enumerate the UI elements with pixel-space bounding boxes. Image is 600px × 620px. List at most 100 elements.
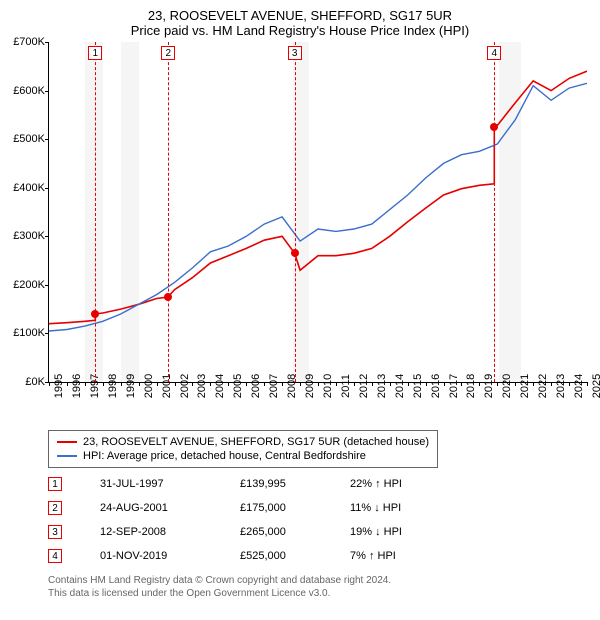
x-axis-tick [157, 382, 158, 386]
transaction-date: 01-NOV-2019 [100, 550, 240, 562]
event-dashed-line [494, 42, 495, 382]
x-axis-tick [139, 382, 140, 386]
x-axis-label: 2004 [214, 374, 226, 398]
event-marker-box: 1 [88, 46, 102, 60]
y-axis-label: £500K [1, 133, 45, 145]
x-axis-label: 2016 [430, 374, 442, 398]
series-line [49, 83, 587, 331]
legend-label: HPI: Average price, detached house, Cent… [83, 450, 366, 462]
chart-subtitle: Price paid vs. HM Land Registry's House … [0, 23, 600, 42]
event-point [490, 123, 498, 131]
legend-swatch [57, 455, 77, 457]
x-axis-label: 2000 [143, 374, 155, 398]
x-axis-tick [175, 382, 176, 386]
y-axis-tick [45, 188, 49, 189]
x-axis-tick [497, 382, 498, 386]
x-axis-label: 2008 [286, 374, 298, 398]
x-axis-label: 2021 [519, 374, 531, 398]
x-axis-label: 2005 [232, 374, 244, 398]
transaction-row: 312-SEP-2008£265,00019% ↓ HPI [48, 520, 600, 544]
event-marker-box: 2 [161, 46, 175, 60]
x-axis-label: 2009 [304, 374, 316, 398]
x-axis-label: 2017 [448, 374, 460, 398]
x-axis-tick [318, 382, 319, 386]
transactions-table: 131-JUL-1997£139,99522% ↑ HPI224-AUG-200… [48, 472, 600, 568]
event-dashed-line [168, 42, 169, 382]
plot-area: £0K£100K£200K£300K£400K£500K£600K£700K19… [48, 42, 587, 383]
x-axis-tick [390, 382, 391, 386]
x-axis-label: 2018 [465, 374, 477, 398]
x-axis-label: 2020 [501, 374, 513, 398]
x-axis-label: 2006 [250, 374, 262, 398]
transaction-price: £139,995 [240, 478, 350, 490]
transaction-date: 12-SEP-2008 [100, 526, 240, 538]
transaction-delta: 7% ↑ HPI [350, 550, 396, 562]
x-axis-tick [569, 382, 570, 386]
x-axis-label: 2015 [412, 374, 424, 398]
x-axis-label: 1998 [107, 374, 119, 398]
x-axis-tick [300, 382, 301, 386]
transaction-number-box: 1 [48, 477, 62, 491]
footer-line-2: This data is licensed under the Open Gov… [48, 587, 600, 600]
x-axis-tick [49, 382, 50, 386]
chart-area: £0K£100K£200K£300K£400K£500K£600K£700K19… [48, 42, 586, 422]
series-line [49, 71, 587, 324]
x-axis-label: 2025 [591, 374, 600, 398]
footer-attribution: Contains HM Land Registry data © Crown c… [48, 574, 600, 600]
transaction-price: £265,000 [240, 526, 350, 538]
legend-box: 23, ROOSEVELT AVENUE, SHEFFORD, SG17 5UR… [48, 430, 438, 468]
legend-item: 23, ROOSEVELT AVENUE, SHEFFORD, SG17 5UR… [57, 435, 429, 449]
x-axis-tick [587, 382, 588, 386]
legend-swatch [57, 441, 77, 443]
y-axis-label: £700K [1, 36, 45, 48]
legend-item: HPI: Average price, detached house, Cent… [57, 449, 429, 463]
x-axis-label: 1995 [53, 374, 65, 398]
y-axis-tick [45, 285, 49, 286]
x-axis-tick [336, 382, 337, 386]
y-axis-tick [45, 42, 49, 43]
event-marker-box: 4 [487, 46, 501, 60]
y-axis-label: £300K [1, 230, 45, 242]
x-axis-tick [264, 382, 265, 386]
x-axis-label: 2022 [537, 374, 549, 398]
x-axis-label: 2001 [161, 374, 173, 398]
x-axis-tick [246, 382, 247, 386]
y-axis-label: £200K [1, 279, 45, 291]
transaction-date: 24-AUG-2001 [100, 502, 240, 514]
transaction-delta: 19% ↓ HPI [350, 526, 402, 538]
event-dashed-line [295, 42, 296, 382]
x-axis-label: 2013 [376, 374, 388, 398]
x-axis-label: 2012 [358, 374, 370, 398]
x-axis-tick [121, 382, 122, 386]
x-axis-label: 2003 [196, 374, 208, 398]
x-axis-tick [426, 382, 427, 386]
x-axis-tick [372, 382, 373, 386]
transaction-price: £175,000 [240, 502, 350, 514]
x-axis-tick [515, 382, 516, 386]
y-axis-label: £0K [1, 376, 45, 388]
x-axis-label: 1996 [71, 374, 83, 398]
transaction-number-box: 2 [48, 501, 62, 515]
x-axis-tick [67, 382, 68, 386]
x-axis-tick [551, 382, 552, 386]
event-point [91, 310, 99, 318]
x-axis-tick [103, 382, 104, 386]
x-axis-label: 2002 [179, 374, 191, 398]
footer-line-1: Contains HM Land Registry data © Crown c… [48, 574, 600, 587]
x-axis-label: 2024 [573, 374, 585, 398]
event-point [291, 249, 299, 257]
x-axis-tick [533, 382, 534, 386]
y-axis-label: £100K [1, 327, 45, 339]
transaction-date: 31-JUL-1997 [100, 478, 240, 490]
transaction-row: 401-NOV-2019£525,0007% ↑ HPI [48, 544, 600, 568]
x-axis-label: 2014 [394, 374, 406, 398]
y-axis-tick [45, 333, 49, 334]
x-axis-tick [479, 382, 480, 386]
x-axis-tick [408, 382, 409, 386]
event-marker-box: 3 [288, 46, 302, 60]
x-axis-tick [210, 382, 211, 386]
event-point [164, 293, 172, 301]
x-axis-label: 1999 [125, 374, 137, 398]
chart-title: 23, ROOSEVELT AVENUE, SHEFFORD, SG17 5UR [0, 0, 600, 23]
x-axis-tick [444, 382, 445, 386]
